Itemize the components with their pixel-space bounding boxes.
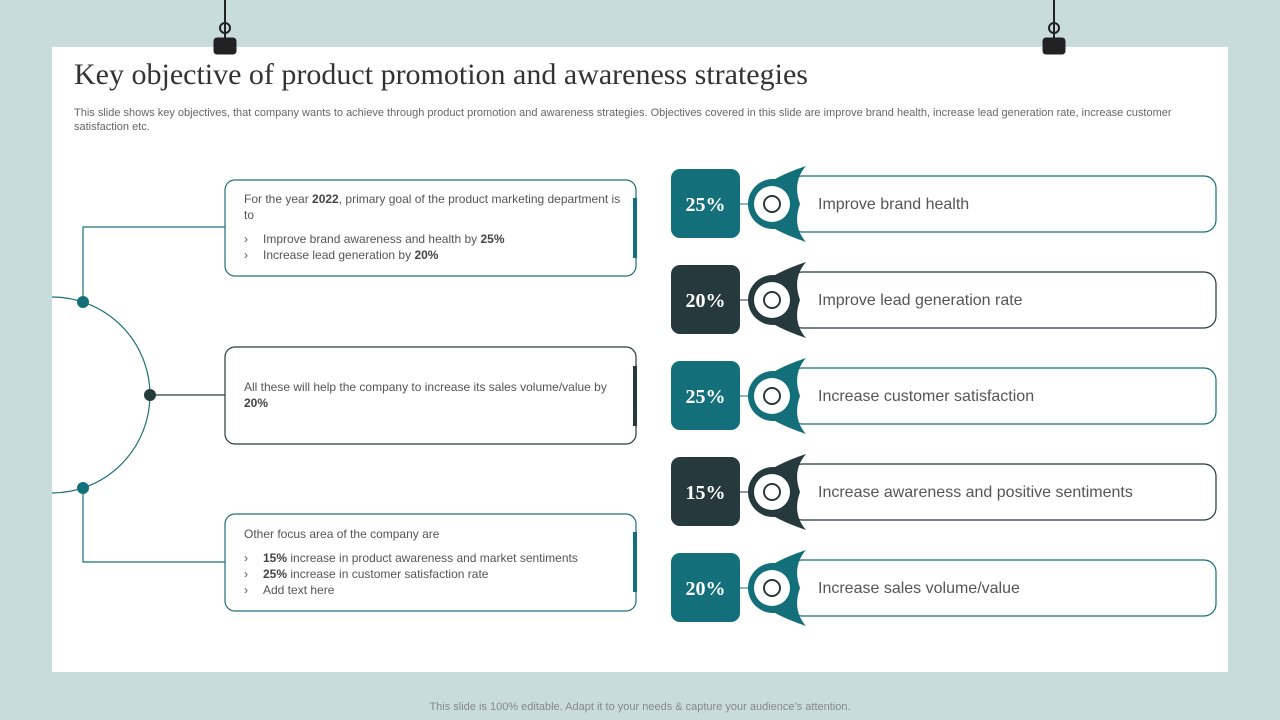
percent-box [671,265,740,334]
percent: 25% [686,194,726,216]
icon-face [754,570,790,606]
icon-glyph [763,483,781,501]
text-run: Improve brand awareness and health by [263,232,481,246]
text-box: For the year 2022, primary goal of the p… [244,191,624,263]
icon-glyph [763,579,781,597]
text-box: All these will help the company to incre… [244,379,624,411]
percent: 20% [686,290,726,312]
text-run: 2022 [312,192,339,206]
text-run: increase in customer satisfaction rate [287,567,489,581]
percent-box [671,457,740,526]
text-run: Other focus area of the company are [244,527,440,541]
intro: Other focus area of the company are [244,526,624,542]
objective-label: Increase sales volume/value [818,580,1020,597]
percent-box [671,169,740,238]
bullet: Improve brand awareness and health by 25… [244,231,624,247]
objective-label: Increase awareness and positive sentimen… [818,484,1133,501]
connectors [51,226,225,563]
title: Key objective of product promotion and a… [74,58,808,91]
percent: 15% [686,482,726,504]
icon-glyph [763,291,781,309]
bullet: 15% increase in product awareness and ma… [244,550,624,566]
bullet: 25% increase in customer satisfaction ra… [244,566,624,582]
icon-glyph [763,387,781,405]
text-run: All these will help the company to incre… [244,380,607,394]
bullet: Add text here [244,582,624,598]
text-run: For the year [244,192,313,206]
objective-rows: 25% Improve brand health 20% Improve lead g… [671,166,1217,626]
text-run: increase in product awareness and market… [287,551,578,565]
icon-face [754,474,790,510]
icon-face [754,186,790,222]
icon-face [754,282,790,318]
bullet: Increase lead generation by 20% [244,247,624,263]
text-box: Other focus area of the company are 15% i… [244,526,624,598]
footer: This slide is 100% editable. Adapt it to… [429,701,851,713]
text-run: Add text here [263,583,335,597]
clips [213,0,1066,55]
icon-glyph [763,195,781,213]
percent: 25% [686,386,726,408]
text-run: , primary goal of the product marketing … [244,192,621,222]
percent-box [671,361,740,430]
intro: All these will help the company to incre… [244,379,624,411]
percent: 20% [686,578,726,600]
bullet-list: 15% increase in product awareness and ma… [244,550,624,598]
objective-label: Improve lead generation rate [818,292,1023,309]
objective-label: Increase customer satisfaction [818,388,1034,405]
text-run: 20% [244,396,269,410]
subtitle: This slide shows key objectives, that co… [74,107,1172,133]
text-run: 25% [480,232,505,246]
bullet-list: Improve brand awareness and health by 25… [244,231,624,263]
icon-face [754,378,790,414]
intro: For the year 2022, primary goal of the p… [244,191,624,223]
objective-label: Improve brand health [818,196,969,213]
text-run: 15% [263,551,288,565]
text-run: 25% [263,567,288,581]
text-run: Increase lead generation by [263,248,415,262]
percent-box [671,553,740,622]
text-run: 20% [414,248,439,262]
